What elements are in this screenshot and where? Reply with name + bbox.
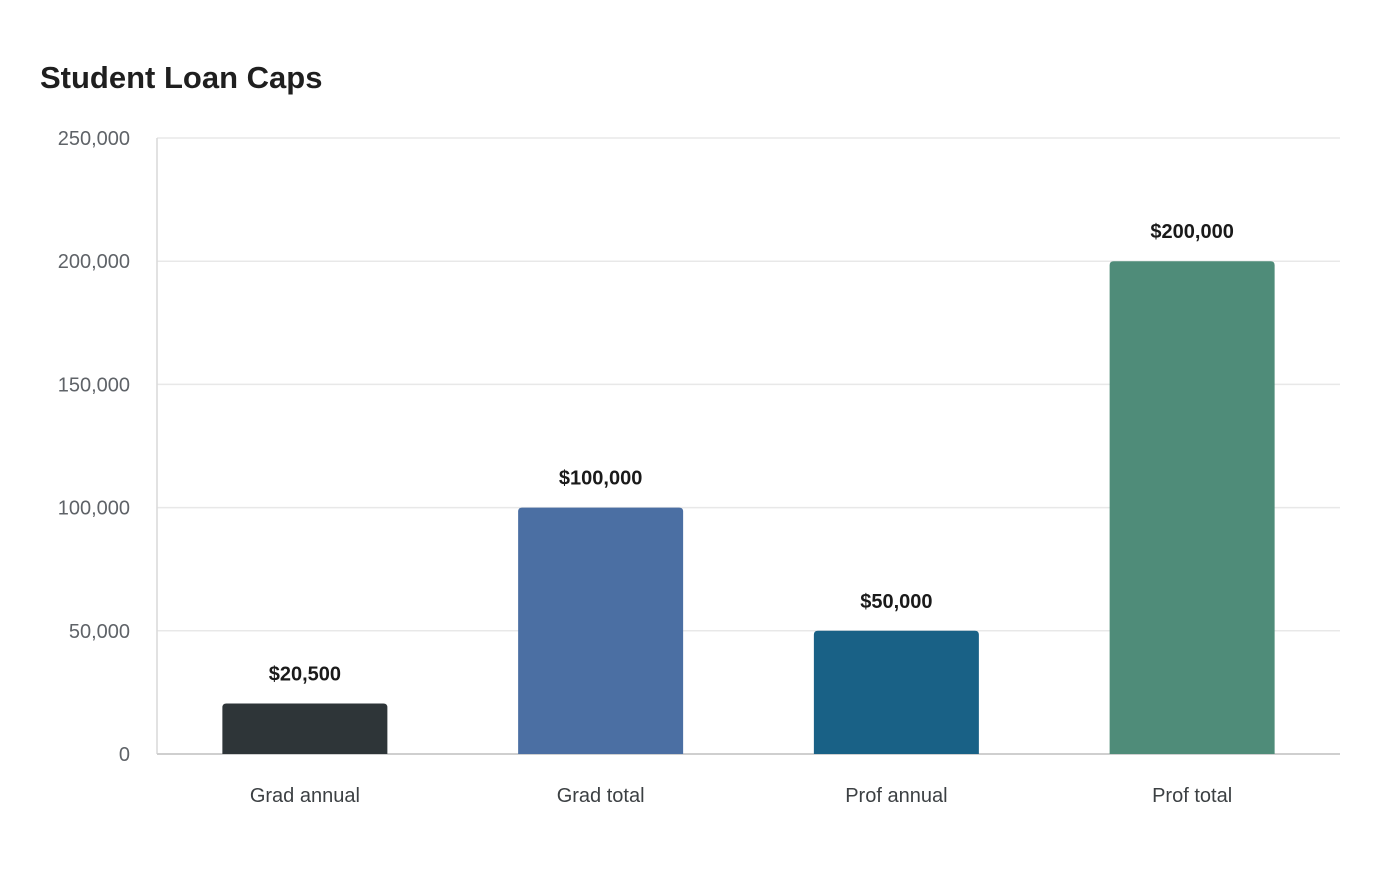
y-tick-label: 200,000 [58,251,130,273]
data-labels: $20,500 $100,000 $50,000 $200,000 [269,221,1234,685]
x-tick-label: Prof annual [845,785,947,807]
chart-title: Student Loan Caps [40,60,323,95]
y-tick-label: 50,000 [69,621,130,643]
bar-prof-annual [813,630,979,754]
x-tick-labels: Grad annual Grad total Prof annual Prof tot… [250,785,1232,807]
data-label: $100,000 [559,468,642,490]
x-tick-label: Grad total [557,785,645,807]
x-tick-label: Grad annual [250,785,360,807]
bar-prof-total [1109,261,1275,754]
y-tick-label: 150,000 [58,374,130,396]
data-label: $50,000 [860,591,932,613]
data-label: $20,500 [269,663,341,685]
y-tick-labels: 0 50,000 100,000 150,000 200,000 250,000 [58,128,130,766]
bar-grad-annual [222,703,388,754]
bars [222,261,1275,754]
bar-grad-total [518,507,684,754]
y-tick-label: 250,000 [58,128,130,150]
x-tick-label: Prof total [1152,785,1232,807]
y-tick-label: 100,000 [58,498,130,520]
y-tick-label: 0 [119,744,130,766]
data-label: $200,000 [1150,221,1233,243]
